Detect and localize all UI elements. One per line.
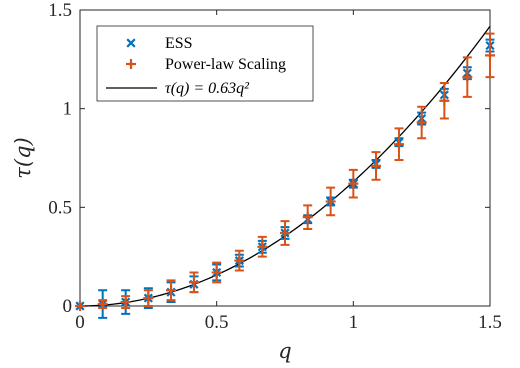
legend-fit-label: τ(q) = 0.63q² <box>165 80 250 97</box>
powerlaw-point <box>462 72 473 83</box>
powerlaw-point <box>393 139 404 150</box>
legend-powerlaw-label: Power-law Scaling <box>165 56 286 73</box>
powerlaw-point <box>348 178 359 189</box>
powerlaw-point <box>97 299 108 310</box>
powerlaw-point <box>234 255 245 266</box>
y-tick-label: 0.5 <box>48 197 72 218</box>
powerlaw-point <box>257 241 268 252</box>
powerlaw-point <box>416 117 427 128</box>
x-ticks: 0 0.5 1 1.5 <box>75 10 502 333</box>
powerlaw-point <box>211 267 222 278</box>
x-tick-label: 0.5 <box>205 312 229 333</box>
legend-item-ess: ESS <box>126 35 193 52</box>
legend: ESS Power-law Scaling τ(q) = 0.63q² <box>96 25 314 102</box>
legend-powerlaw-plus <box>126 59 136 69</box>
powerlaw-point <box>325 196 336 207</box>
powerlaw-point <box>166 285 177 296</box>
powerlaw-point <box>371 160 382 171</box>
powerlaw-point <box>75 301 85 311</box>
y-ticks: 0 0.5 1 1.5 <box>48 0 490 317</box>
x-tick-label: 0 <box>75 312 85 333</box>
powerlaw-point <box>188 277 199 288</box>
powerlaw-point <box>280 227 290 238</box>
x-axis-label: q <box>278 339 291 363</box>
legend-ess-label: ESS <box>165 35 193 52</box>
powerlaw-point <box>120 297 131 308</box>
x-tick-label: 1.5 <box>478 312 502 333</box>
legend-ess-marker <box>126 38 136 48</box>
y-tick-label: 0 <box>63 296 73 317</box>
legend-powerlaw-marker <box>126 59 136 69</box>
series-powerlaw-layer <box>75 32 495 311</box>
y-axis-label: τ(q) <box>11 137 35 178</box>
y-tick-label: 1 <box>63 99 73 120</box>
legend-ess-x <box>126 38 136 48</box>
powerlaw-point <box>485 50 495 61</box>
x-tick-label: 1 <box>349 312 359 333</box>
y-tick-label: 1.5 <box>48 0 72 21</box>
powerlaw-point <box>439 95 450 106</box>
legend-item-fit: τ(q) = 0.63q² <box>106 80 250 97</box>
legend-item-powerlaw: Power-law Scaling <box>126 56 286 73</box>
powerlaw-point <box>143 293 154 304</box>
powerlaw-point <box>302 212 313 223</box>
